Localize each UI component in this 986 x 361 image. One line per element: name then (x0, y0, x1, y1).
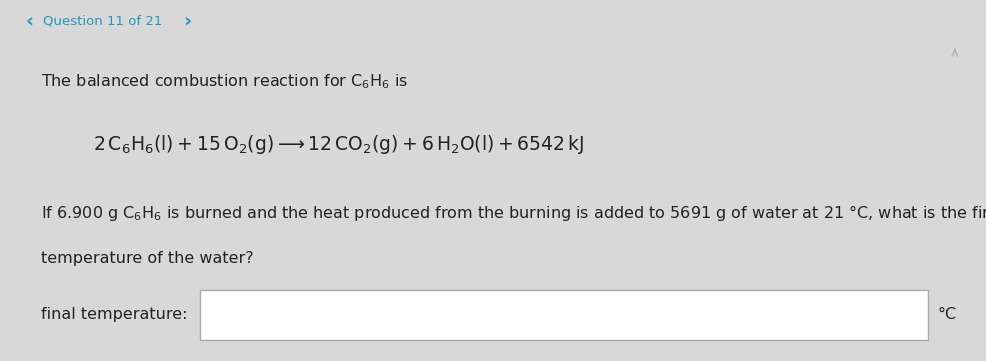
Text: If 6.900 g $\mathregular{C_6H_6}$ is burned and the heat produced from the burni: If 6.900 g $\mathregular{C_6H_6}$ is bur… (41, 203, 986, 223)
Text: temperature of the water?: temperature of the water? (41, 251, 254, 266)
Bar (200, 290, 928, 340)
Text: ‹: ‹ (26, 11, 34, 30)
Text: Question 11 of 21: Question 11 of 21 (43, 14, 163, 27)
Text: ›: › (183, 11, 191, 30)
Text: The balanced combustion reaction for $\mathregular{C_6H_6}$ is: The balanced combustion reaction for $\m… (41, 72, 408, 91)
Text: °C: °C (938, 306, 956, 322)
Text: $\mathregular{2\,C_6H_6(l) + 15\,O_2(g) \longrightarrow 12\,CO_2(g) + 6\,H_2O(l): $\mathregular{2\,C_6H_6(l) + 15\,O_2(g) … (93, 133, 584, 156)
Text: final temperature:: final temperature: (41, 306, 188, 322)
